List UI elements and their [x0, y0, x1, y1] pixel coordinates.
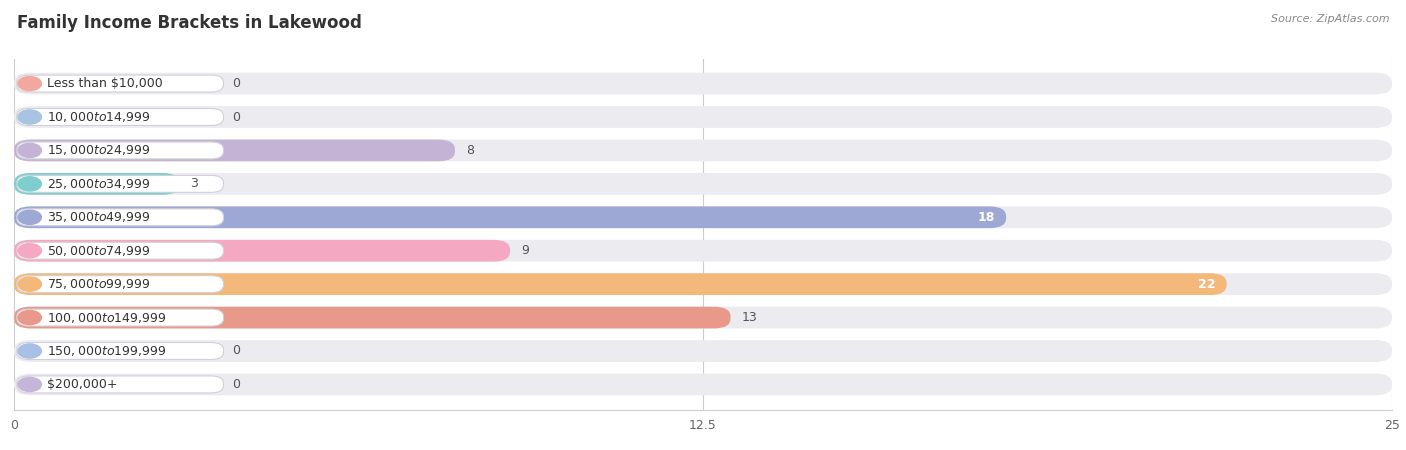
FancyBboxPatch shape — [14, 340, 1392, 362]
FancyBboxPatch shape — [14, 240, 510, 261]
Circle shape — [18, 243, 41, 258]
Circle shape — [18, 143, 41, 157]
FancyBboxPatch shape — [14, 240, 1392, 261]
Text: 0: 0 — [232, 111, 240, 123]
FancyBboxPatch shape — [17, 142, 224, 159]
FancyBboxPatch shape — [14, 140, 456, 161]
Text: $75,000 to $99,999: $75,000 to $99,999 — [46, 277, 150, 291]
Text: $15,000 to $24,999: $15,000 to $24,999 — [46, 144, 150, 158]
Circle shape — [18, 210, 41, 225]
FancyBboxPatch shape — [17, 342, 224, 360]
Circle shape — [18, 177, 41, 191]
Circle shape — [18, 110, 41, 124]
FancyBboxPatch shape — [17, 108, 224, 126]
Text: $100,000 to $149,999: $100,000 to $149,999 — [46, 310, 166, 324]
Text: 3: 3 — [190, 177, 198, 190]
Text: $200,000+: $200,000+ — [46, 378, 118, 391]
Text: 9: 9 — [522, 244, 529, 257]
Circle shape — [18, 377, 41, 392]
Text: Source: ZipAtlas.com: Source: ZipAtlas.com — [1271, 14, 1389, 23]
FancyBboxPatch shape — [14, 307, 1392, 328]
Text: $35,000 to $49,999: $35,000 to $49,999 — [46, 210, 150, 224]
Text: $150,000 to $199,999: $150,000 to $199,999 — [46, 344, 166, 358]
Text: 0: 0 — [232, 77, 240, 90]
Text: 0: 0 — [232, 378, 240, 391]
Text: 22: 22 — [1198, 278, 1216, 291]
FancyBboxPatch shape — [14, 273, 1392, 295]
FancyBboxPatch shape — [14, 374, 1392, 395]
Text: $25,000 to $34,999: $25,000 to $34,999 — [46, 177, 150, 191]
FancyBboxPatch shape — [14, 140, 1392, 161]
FancyBboxPatch shape — [14, 173, 1392, 195]
Text: Family Income Brackets in Lakewood: Family Income Brackets in Lakewood — [17, 14, 361, 32]
FancyBboxPatch shape — [17, 75, 224, 92]
FancyBboxPatch shape — [17, 209, 224, 226]
FancyBboxPatch shape — [14, 207, 1392, 228]
FancyBboxPatch shape — [17, 176, 224, 192]
Circle shape — [18, 344, 41, 358]
FancyBboxPatch shape — [14, 106, 1392, 128]
FancyBboxPatch shape — [14, 73, 1392, 94]
FancyBboxPatch shape — [17, 242, 224, 259]
FancyBboxPatch shape — [17, 276, 224, 293]
Text: 8: 8 — [465, 144, 474, 157]
FancyBboxPatch shape — [14, 207, 1007, 228]
FancyBboxPatch shape — [14, 173, 180, 195]
Text: $10,000 to $14,999: $10,000 to $14,999 — [46, 110, 150, 124]
FancyBboxPatch shape — [14, 273, 1226, 295]
FancyBboxPatch shape — [17, 309, 224, 326]
Text: Less than $10,000: Less than $10,000 — [46, 77, 163, 90]
Circle shape — [18, 76, 41, 91]
Text: $50,000 to $74,999: $50,000 to $74,999 — [46, 244, 150, 258]
Text: 18: 18 — [977, 211, 995, 224]
Text: 13: 13 — [741, 311, 758, 324]
FancyBboxPatch shape — [14, 307, 731, 328]
Circle shape — [18, 277, 41, 291]
FancyBboxPatch shape — [17, 376, 224, 393]
Circle shape — [18, 310, 41, 325]
Text: 0: 0 — [232, 345, 240, 357]
